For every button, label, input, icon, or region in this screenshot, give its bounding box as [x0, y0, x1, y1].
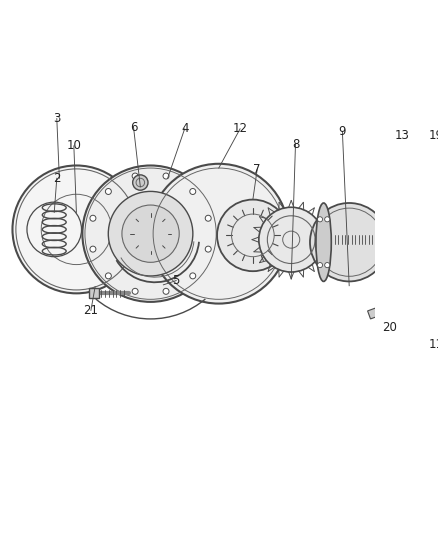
Circle shape [415, 310, 438, 344]
Text: 8: 8 [292, 138, 299, 151]
Circle shape [205, 246, 211, 252]
Text: 2: 2 [53, 172, 60, 185]
Circle shape [108, 191, 193, 276]
Ellipse shape [427, 219, 437, 265]
Text: 6: 6 [130, 120, 137, 134]
Circle shape [90, 246, 96, 252]
Text: 4: 4 [181, 123, 188, 135]
Text: 19: 19 [429, 129, 438, 142]
Circle shape [106, 189, 111, 195]
Ellipse shape [316, 203, 331, 281]
Text: 11: 11 [429, 338, 438, 351]
Ellipse shape [414, 219, 424, 265]
Circle shape [377, 219, 425, 266]
Circle shape [12, 165, 140, 293]
Circle shape [190, 189, 196, 195]
Text: 13: 13 [395, 129, 410, 142]
Text: 3: 3 [53, 112, 60, 125]
Circle shape [132, 173, 138, 179]
Circle shape [132, 288, 138, 294]
Circle shape [163, 288, 169, 294]
Circle shape [163, 173, 169, 179]
Text: 20: 20 [382, 321, 397, 334]
Circle shape [133, 175, 148, 190]
Circle shape [149, 164, 289, 304]
Text: 10: 10 [67, 139, 81, 152]
Text: 5: 5 [173, 274, 180, 287]
Circle shape [106, 273, 111, 279]
Bar [367, 308, 378, 319]
Circle shape [122, 205, 179, 262]
Text: 12: 12 [233, 123, 247, 135]
Bar [89, 288, 99, 298]
Circle shape [318, 263, 322, 268]
Circle shape [205, 215, 211, 221]
Circle shape [325, 263, 330, 268]
Circle shape [217, 199, 289, 271]
Circle shape [190, 273, 196, 279]
Text: 7: 7 [253, 163, 261, 176]
Circle shape [318, 217, 322, 222]
Circle shape [325, 217, 330, 222]
Text: 9: 9 [339, 125, 346, 138]
Text: 21: 21 [83, 304, 99, 317]
Circle shape [310, 203, 389, 281]
Circle shape [90, 215, 96, 221]
Circle shape [82, 165, 219, 302]
Circle shape [259, 207, 324, 272]
Ellipse shape [435, 219, 438, 265]
